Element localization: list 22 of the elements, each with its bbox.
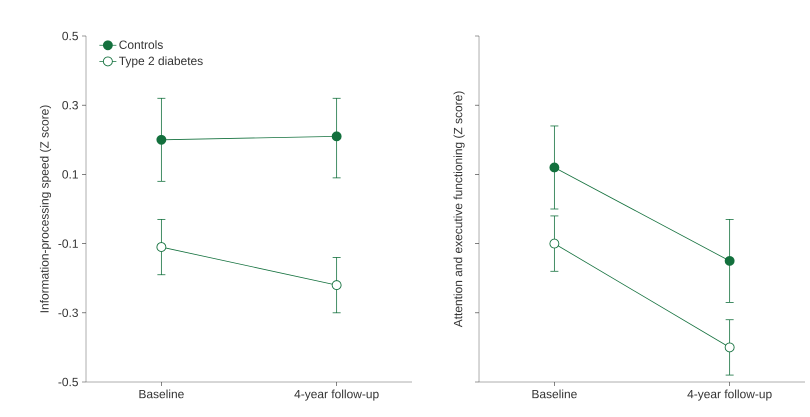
x-tick-label: Baseline [139, 390, 184, 398]
point [724, 256, 735, 266]
point [156, 134, 166, 145]
y-tick-label: 0.3 [62, 100, 78, 110]
y-tick-label: 0.1 [62, 170, 78, 179]
point [332, 280, 342, 290]
point [724, 342, 735, 352]
x-tick-label: Baseline [532, 390, 577, 398]
y-tick-label: -0.1 [58, 239, 78, 248]
y-tick-label: 0.5 [62, 32, 78, 40]
y-axis-title: Information-processing speed (Z score) [40, 105, 52, 312]
y-axis-title: Attention and executive functioning (Z score) [454, 91, 465, 328]
point [549, 162, 560, 172]
y-tick-label: -0.3 [58, 308, 78, 318]
point [549, 238, 560, 249]
point [156, 242, 166, 252]
legend-label: Controls [119, 40, 163, 49]
x-tick-label: 4-year follow-up [687, 390, 772, 401]
point [332, 131, 342, 142]
y-tick-label: -0.5 [58, 378, 78, 386]
x-tick-label: 4-year follow-up [294, 390, 379, 401]
legend-label: Type 2 diabetes [119, 56, 203, 68]
